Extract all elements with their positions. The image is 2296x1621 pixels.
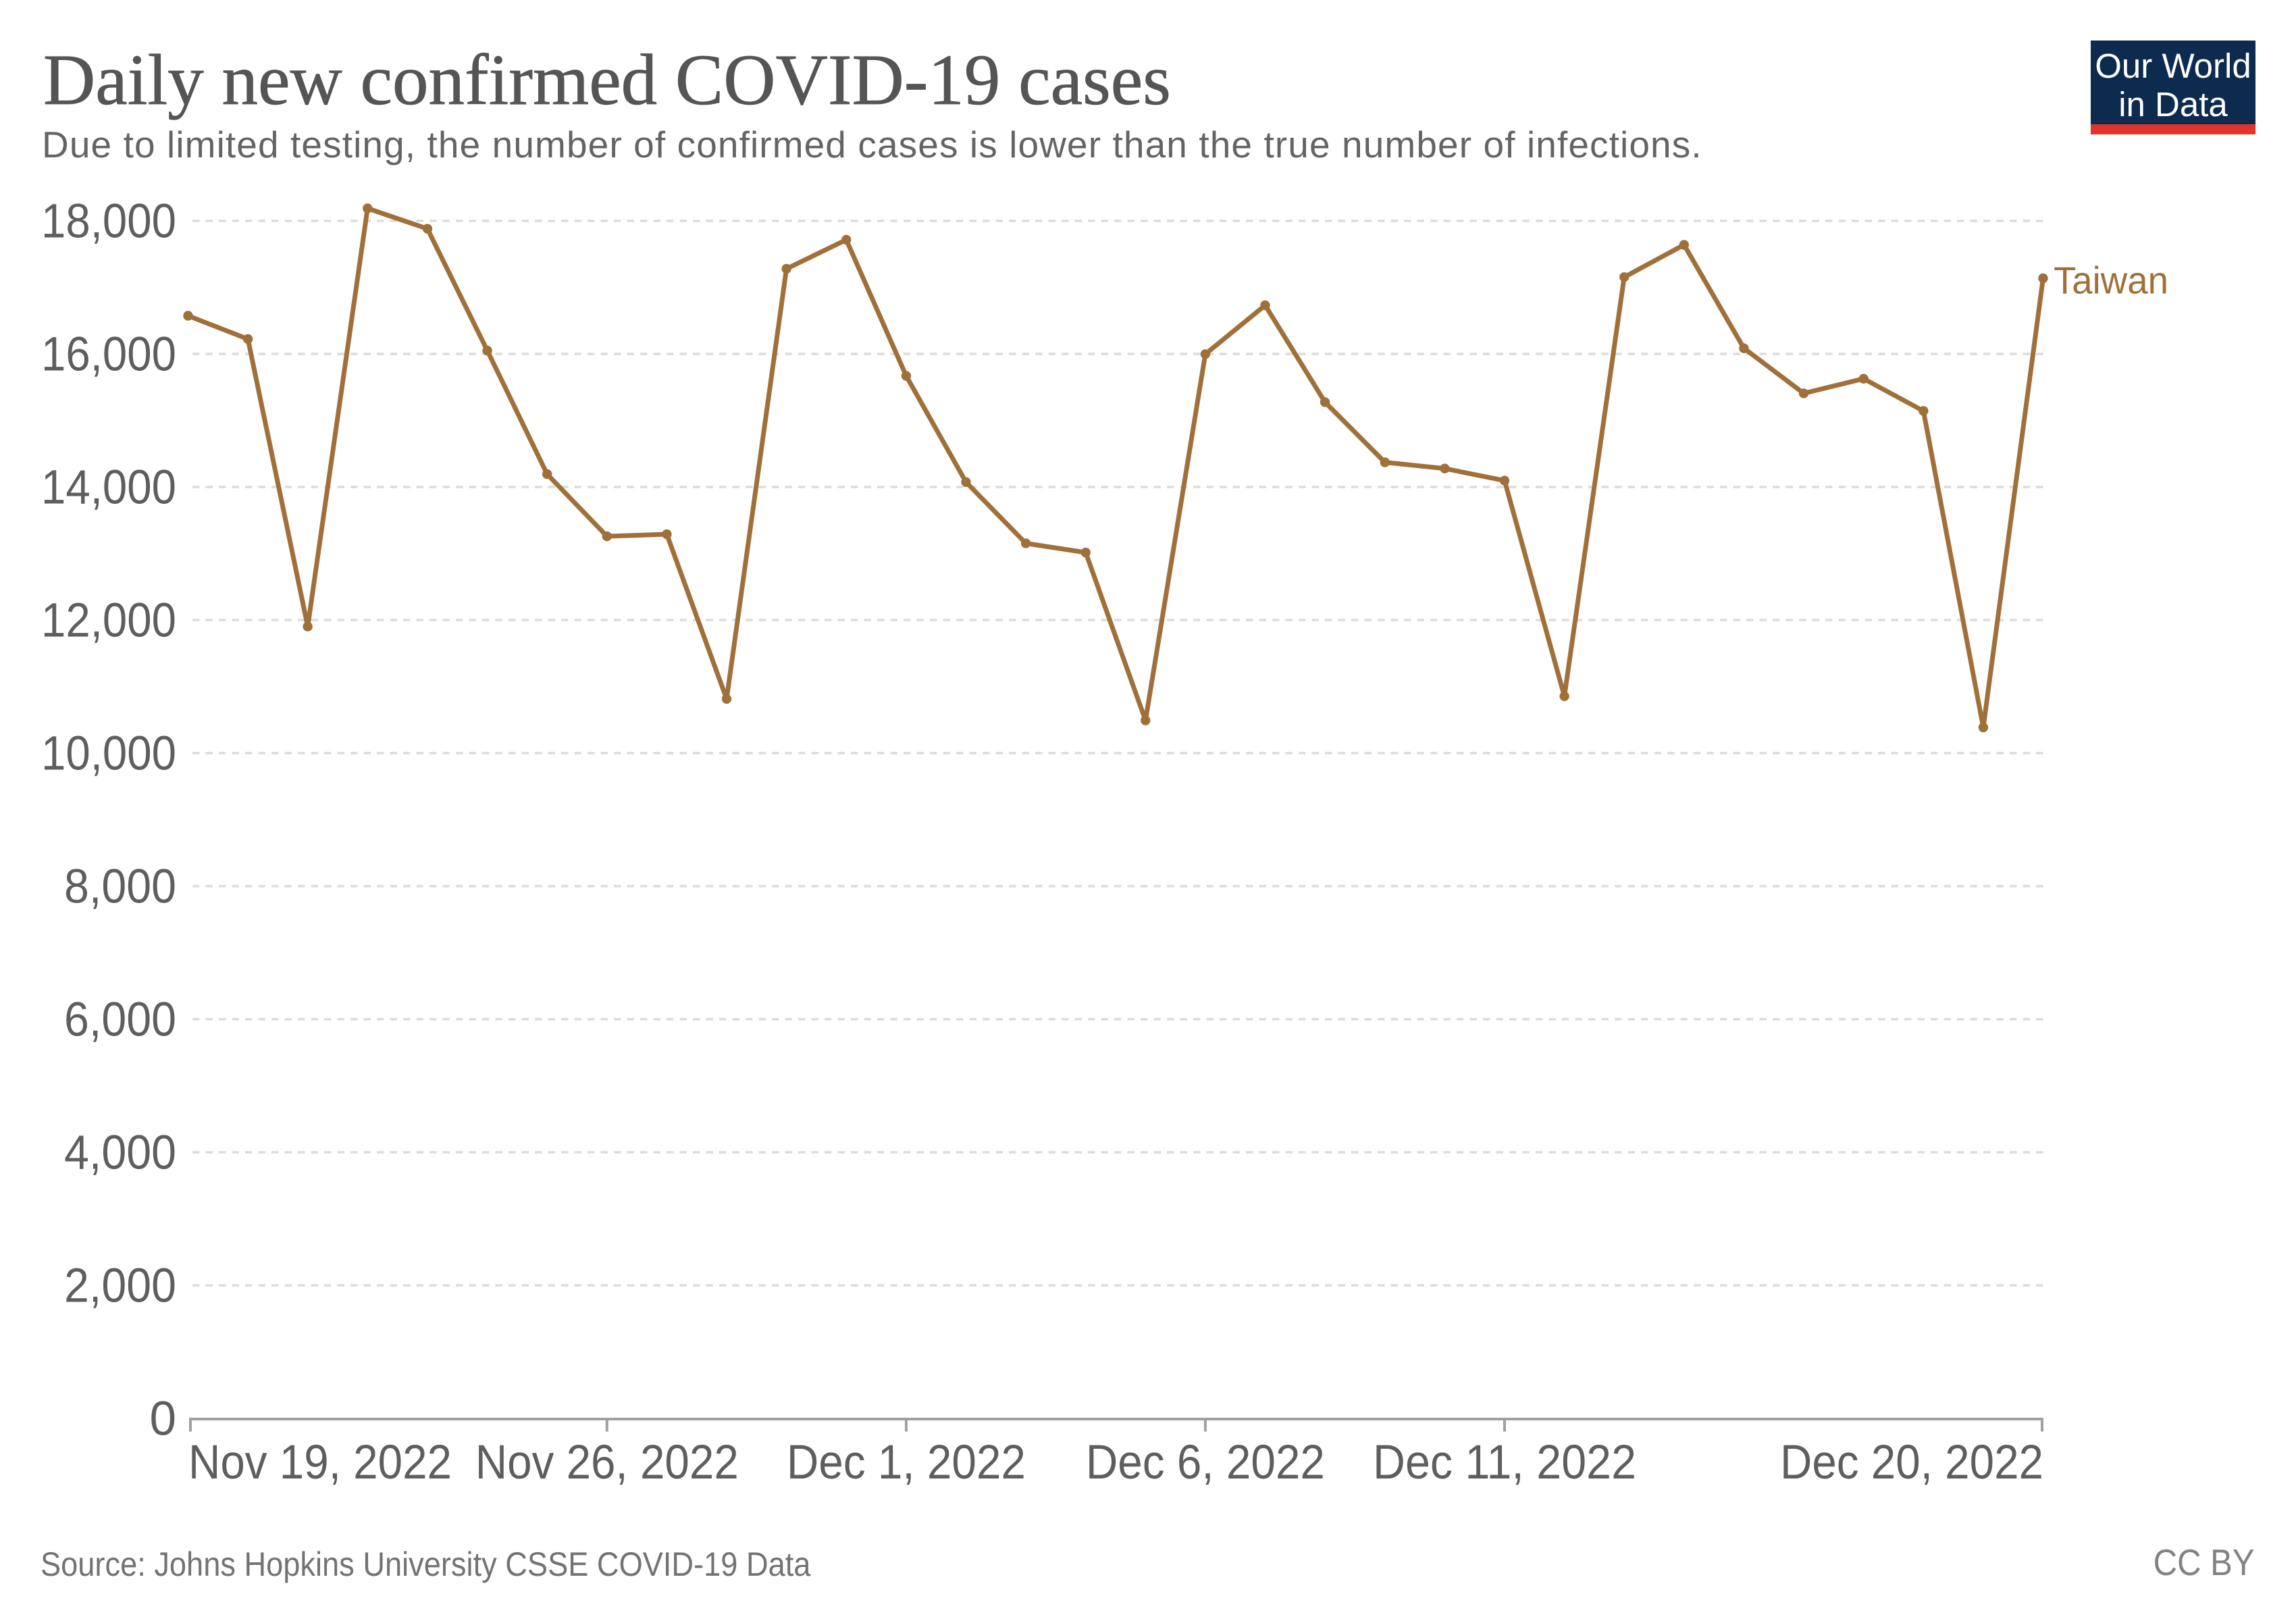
svg-text:14,000: 14,000: [41, 461, 176, 514]
svg-text:0: 0: [150, 1392, 177, 1445]
svg-text:Dec 6, 2022: Dec 6, 2022: [1086, 1436, 1325, 1489]
svg-text:18,000: 18,000: [41, 195, 176, 248]
svg-text:Dec 11, 2022: Dec 11, 2022: [1373, 1436, 1636, 1489]
svg-text:4,000: 4,000: [64, 1126, 176, 1179]
svg-text:Dec 20, 2022: Dec 20, 2022: [1780, 1436, 2043, 1489]
svg-text:Taiwan: Taiwan: [2054, 259, 2168, 303]
svg-text:16,000: 16,000: [41, 328, 176, 381]
svg-text:Nov 26, 2022: Nov 26, 2022: [475, 1436, 739, 1489]
svg-text:10,000: 10,000: [41, 727, 176, 780]
svg-text:Nov 19, 2022: Nov 19, 2022: [188, 1436, 452, 1489]
svg-text:6,000: 6,000: [64, 993, 176, 1046]
svg-text:8,000: 8,000: [64, 860, 176, 913]
svg-text:12,000: 12,000: [41, 594, 176, 647]
svg-text:2,000: 2,000: [64, 1259, 176, 1312]
svg-text:Dec 1, 2022: Dec 1, 2022: [787, 1436, 1026, 1489]
